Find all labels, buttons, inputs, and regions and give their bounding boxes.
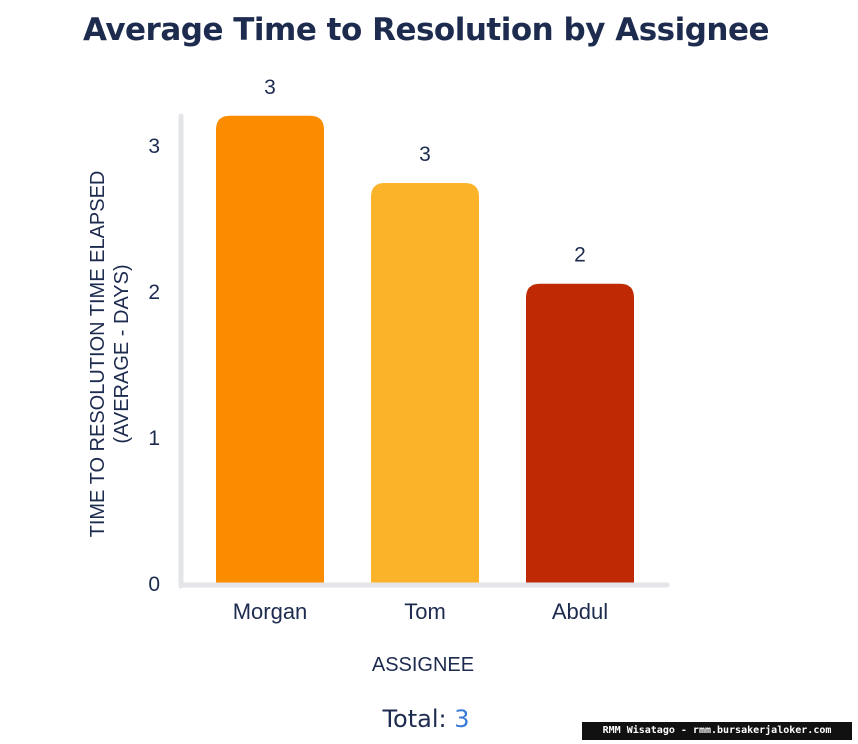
data-label: 2 (574, 244, 586, 267)
y-tick-label: 1 (148, 427, 160, 450)
y-axis-title: TIME TO RESOLUTION TIME ELAPSED (AVERAGE… (87, 171, 133, 538)
x-axis-ticks: Morgan Tom Abdul (233, 599, 608, 624)
y-axis-title-line-1: TIME TO RESOLUTION TIME ELAPSED (87, 171, 109, 538)
bar (371, 182, 479, 583)
chart-title: Average Time to Resolution by Assignee (82, 12, 770, 48)
bars (216, 115, 634, 584)
total-summary: Total: 3 (0, 705, 852, 733)
y-tick-label: 0 (148, 573, 160, 596)
data-labels: 3 3 2 (264, 76, 586, 267)
bar (526, 283, 634, 583)
x-tick-label: Tom (404, 599, 446, 624)
y-axis-ticks: 0 1 2 3 (148, 135, 160, 596)
watermark-banner: RMM Wisatago - rmm.bursakerjaloker.com (582, 722, 852, 740)
data-label: 3 (419, 143, 431, 166)
data-label: 3 (264, 76, 276, 99)
bar (216, 115, 324, 584)
x-axis-title: ASSIGNEE (372, 654, 474, 676)
total-value: 3 (454, 705, 470, 733)
y-tick-label: 2 (148, 281, 160, 304)
bar-chart: TIME TO RESOLUTION TIME ELAPSED (AVERAGE… (87, 76, 670, 676)
y-axis-title-line-2: (AVERAGE - DAYS) (111, 264, 133, 443)
y-tick-label: 3 (148, 135, 160, 158)
x-tick-label: Abdul (552, 599, 608, 624)
total-label: Total: (382, 705, 447, 733)
x-tick-label: Morgan (233, 599, 308, 624)
